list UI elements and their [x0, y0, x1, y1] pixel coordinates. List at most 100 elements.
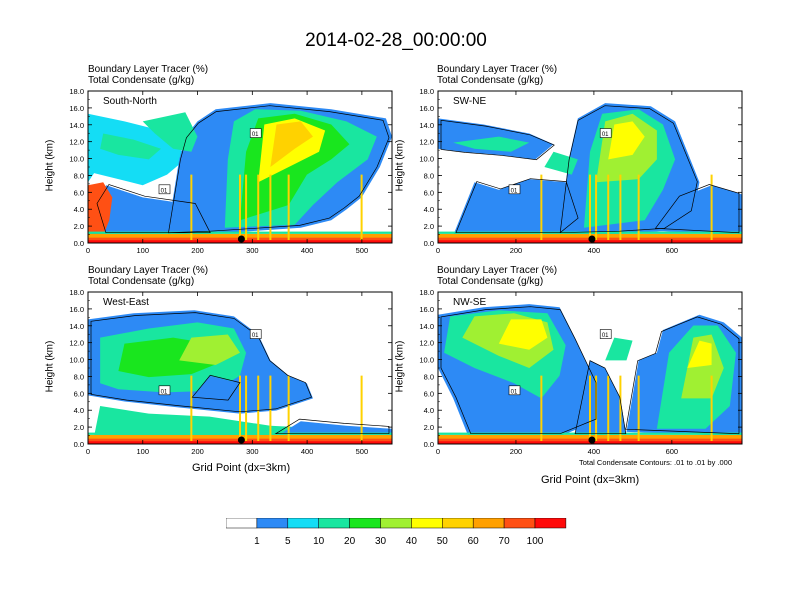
panel-south-north: 01 01 South-North 0.0 2.0 4.0 6.0 8.0 10.0 12.0 14… [69, 87, 393, 255]
y-tick-label: 2.0 [74, 222, 84, 231]
x-tick-label: 200 [510, 246, 523, 255]
y-axis-label-1: Height (km) [44, 139, 56, 192]
figure-title: 2014-02-28_00:00:00 [305, 30, 487, 51]
contour-label-box [599, 128, 612, 138]
y-tick-label: 2.0 [74, 423, 84, 432]
y-tick-label: 16.0 [69, 305, 84, 314]
contour-label: 01 [161, 389, 168, 395]
header-line-condensate: Total Condensate (g/kg) [88, 75, 195, 86]
header-line-condensate: Total Condensate (g/kg) [437, 276, 544, 287]
condensate-contour [440, 119, 555, 161]
x-tick-label: 400 [301, 246, 314, 255]
header-line-tracer: Boundary Layer Tracer (%) [88, 265, 209, 276]
colorbar-swatch [534, 518, 567, 529]
panel-nw-se: 01 01 NW-SE 0.0 2.0 4.0 6.0 8.0 10.0 12.0 14.0 16.0… [419, 288, 743, 456]
field-region [142, 112, 198, 152]
y-tick-label: 16.0 [69, 104, 84, 113]
y-tick-label: 0.0 [424, 440, 434, 449]
location-marker [588, 235, 596, 243]
x-tick-label: 0 [436, 246, 440, 255]
colorbar-level-label: 20 [344, 536, 356, 547]
condensate-contour [274, 418, 390, 435]
contour-label: 01 [252, 333, 259, 339]
y-tick-label: 8.0 [424, 171, 434, 180]
panel-name-label: NW-SE [453, 297, 486, 308]
x-axis-label-right: Grid Point (dx=3km) [541, 474, 640, 486]
y-tick-label: 2.0 [424, 423, 434, 432]
x-tick-label: 200 [191, 246, 204, 255]
colorbar-level-label: 40 [406, 536, 418, 547]
x-tick-label: 200 [510, 447, 523, 456]
field-region [681, 334, 724, 399]
x-axis-label-left: Grid Point (dx=3km) [192, 462, 291, 474]
x-tick-label: 500 [356, 246, 369, 255]
x-tick-label: 0 [436, 447, 440, 456]
condensate-contour [191, 374, 241, 401]
x-tick-label: 600 [666, 246, 679, 255]
field-region [574, 360, 627, 437]
header-panel-1: Boundary Layer Tracer (%) Total Condensa… [88, 64, 208, 86]
y-tick-label: 12.0 [69, 339, 84, 348]
y-tick-label: 12.0 [419, 339, 434, 348]
y-tick-label: 16.0 [419, 104, 434, 113]
condensate-contour [96, 184, 211, 234]
x-tick-label: 100 [137, 246, 150, 255]
panel-west-east: 01 01 West-East 0.0 2.0 4.0 6.0 8.0 10.0 12.0 14.0… [69, 288, 393, 456]
y-tick-label: 16.0 [419, 305, 434, 314]
x-tick-label: 0 [86, 246, 90, 255]
x-tick-label: 300 [246, 246, 259, 255]
contour-label-box [158, 184, 171, 195]
contour-note: Total Condensate Contours: .01 to .01 by… [579, 458, 733, 467]
condensate-contour [559, 105, 698, 234]
colorbar-swatch [226, 518, 258, 529]
contour-label-box [599, 329, 612, 339]
y-tick-label: 18.0 [419, 288, 434, 297]
contour-label-box [249, 128, 262, 138]
condensate-contour [440, 306, 597, 435]
colorbar-swatch [349, 518, 381, 529]
y-axis-label-2: Height (km) [394, 139, 406, 192]
condensate-contour [574, 360, 627, 435]
x-tick-label: 0 [86, 447, 90, 456]
x-tick-label: 200 [191, 447, 204, 456]
field-region [100, 133, 161, 160]
field-region [656, 185, 742, 236]
x-tick-label: 400 [588, 246, 601, 255]
panel-name-label: West-East [103, 297, 149, 308]
header-line-tracer: Boundary Layer Tracer (%) [437, 265, 558, 276]
contour-label-box [158, 385, 171, 396]
x-tick-label: 400 [301, 447, 314, 456]
x-tick-label: 100 [137, 447, 150, 456]
y-tick-label: 4.0 [74, 406, 84, 415]
y-tick-label: 10.0 [69, 155, 84, 164]
colorbar-level-label: 30 [375, 536, 387, 547]
y-tick-label: 6.0 [424, 389, 434, 398]
x-tick-label: 300 [246, 447, 259, 456]
x-tick-label: 500 [356, 447, 369, 456]
y-axis-label-4: Height (km) [394, 340, 406, 393]
colorbar-swatch [411, 518, 443, 529]
y-tick-label: 10.0 [69, 356, 84, 365]
field-region [453, 136, 530, 152]
colorbar-swatch [472, 518, 505, 529]
y-tick-label: 18.0 [419, 87, 434, 96]
field-region [687, 340, 712, 368]
field-region [179, 334, 240, 365]
field-region [608, 121, 645, 160]
condensate-contour [455, 178, 579, 234]
header-line-condensate: Total Condensate (g/kg) [88, 276, 195, 287]
y-axis-label-3: Height (km) [44, 340, 56, 393]
y-tick-label: 4.0 [74, 205, 84, 214]
colorbar-swatch [503, 518, 536, 529]
y-tick-label: 2.0 [424, 222, 434, 231]
colorbar-level-label: 100 [527, 536, 544, 547]
panel-name-label: South-North [103, 96, 157, 107]
x-tick-label: 400 [588, 447, 601, 456]
header-line-condensate: Total Condensate (g/kg) [437, 75, 544, 86]
condensate-contour [654, 184, 740, 234]
y-tick-label: 10.0 [419, 155, 434, 164]
field-region [498, 319, 548, 350]
contour-label: 01 [602, 132, 609, 138]
header-panel-4: Boundary Layer Tracer (%) Total Condensa… [437, 265, 557, 287]
y-tick-label: 8.0 [424, 372, 434, 381]
